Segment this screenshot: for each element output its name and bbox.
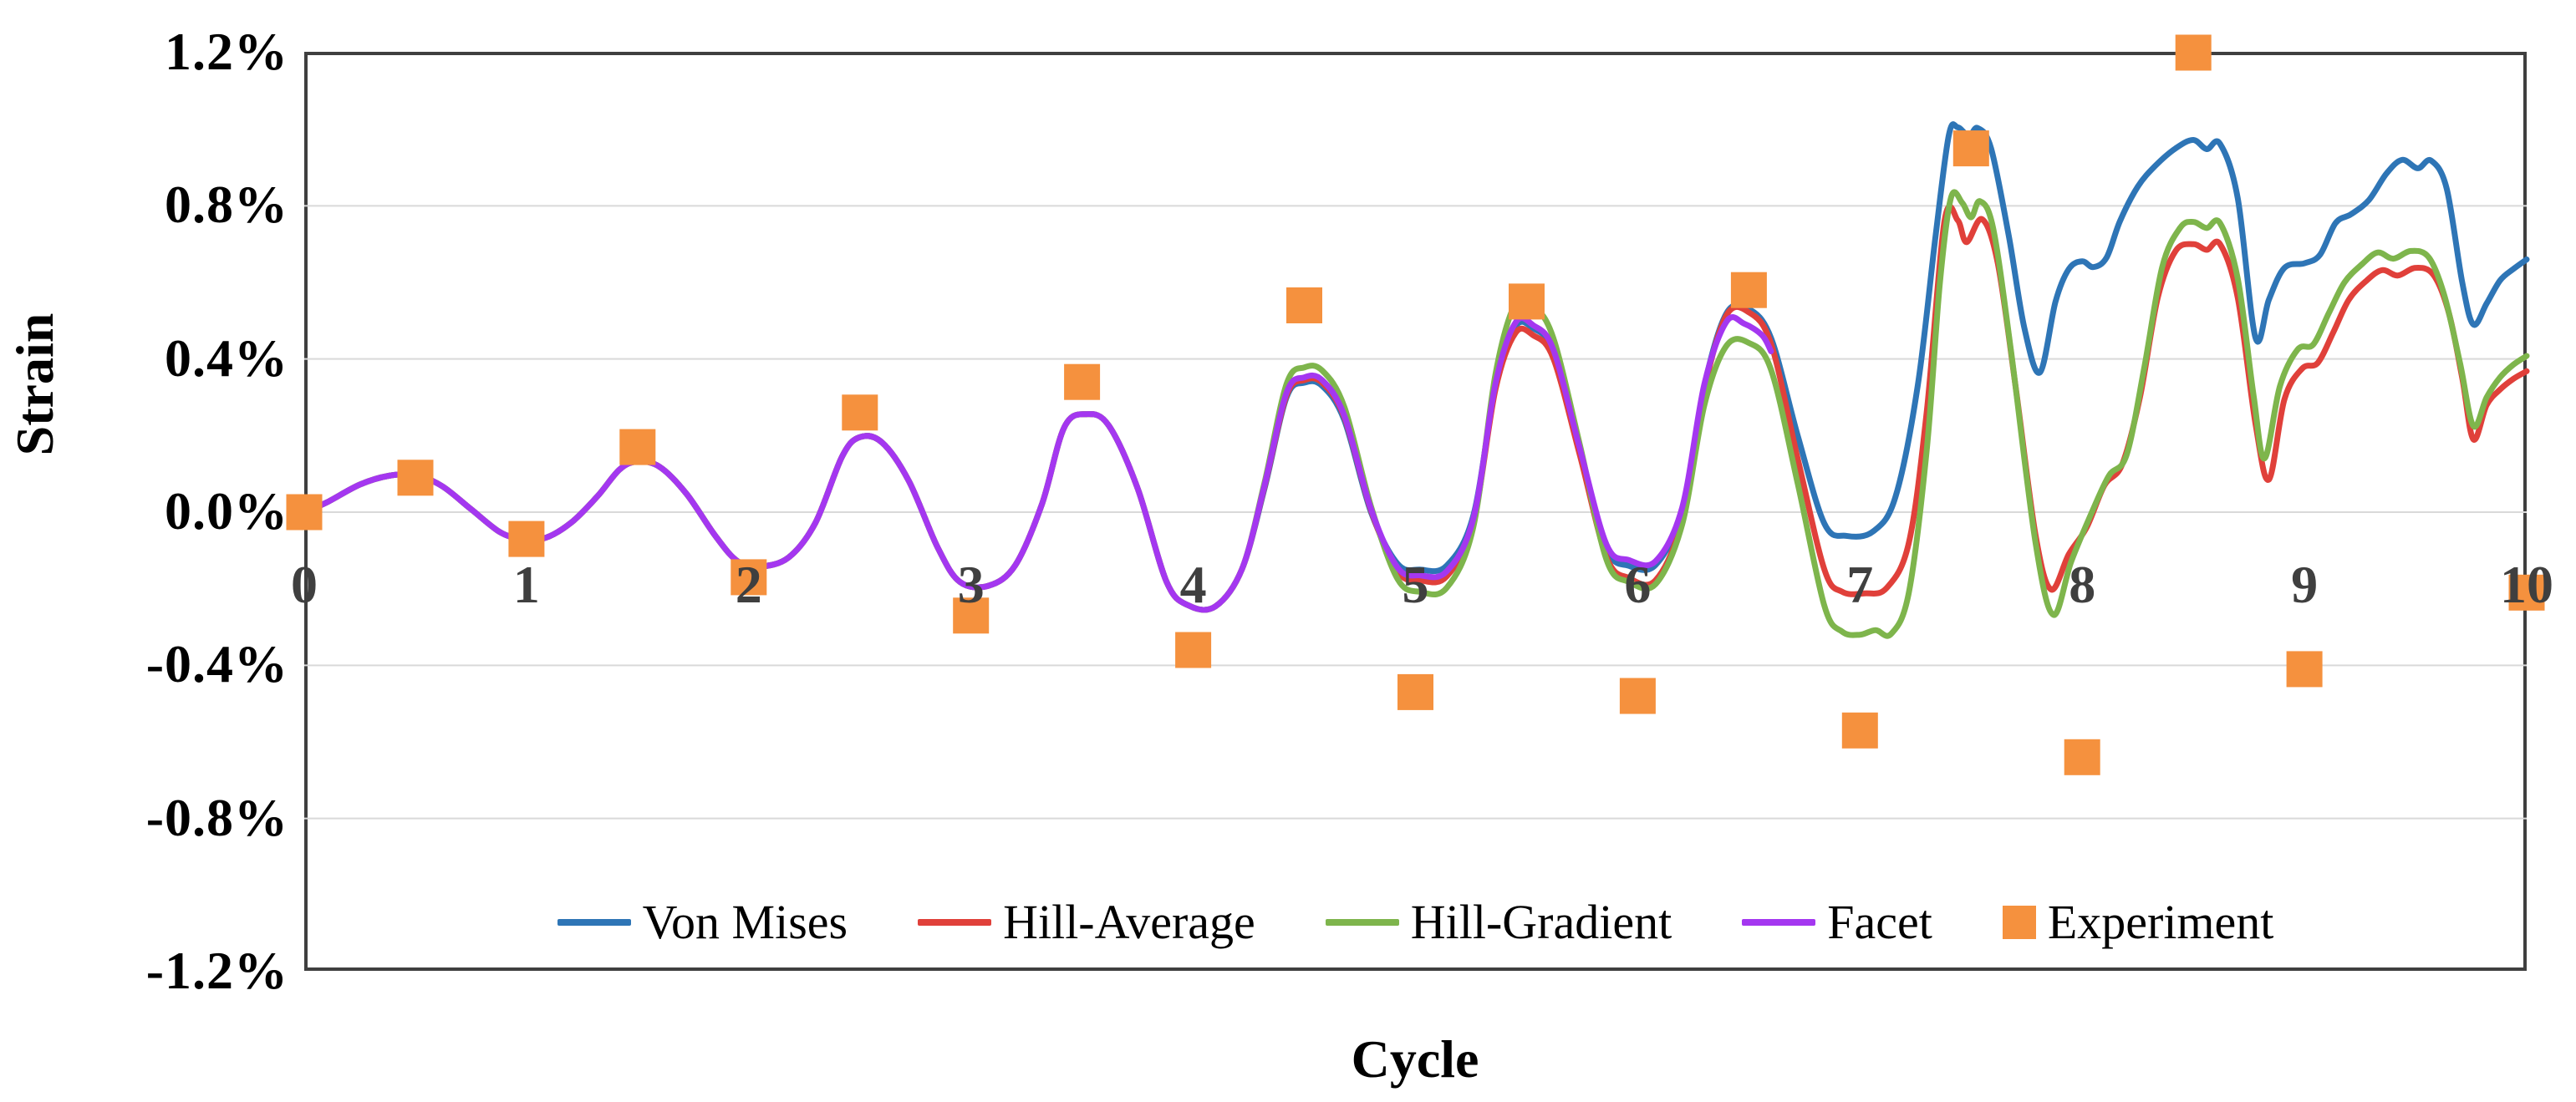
y-tick-label: -0.8% (145, 787, 288, 847)
series-line-facet (301, 314, 1774, 613)
experiment-marker (619, 429, 656, 465)
x-tick-label: 8 (2069, 555, 2096, 614)
legend-label: Hill-Average (1003, 895, 1255, 949)
legend-line-swatch (1742, 919, 1816, 926)
experiment-marker (1175, 632, 1212, 668)
experiment-marker (1952, 130, 1989, 167)
experiment-marker (1286, 287, 1322, 323)
legend-label: Von Mises (642, 895, 848, 949)
y-tick-label: 0.0% (165, 481, 288, 541)
experiment-marker (2064, 739, 2100, 775)
x-axis-title: Cycle (1351, 1029, 1479, 1089)
legend-item-experiment: Experiment (2002, 895, 2274, 950)
chart-legend: Von Mises Hill-Average Hill-Gradient Facet E… (304, 892, 2527, 952)
series-line-hill-average (301, 203, 2530, 613)
x-tick-label: 3 (957, 555, 985, 614)
experiment-marker (1730, 272, 1767, 308)
legend-line-swatch (918, 919, 992, 926)
x-tick-label: 6 (1624, 555, 1652, 614)
experiment-marker (286, 494, 323, 531)
experiment-marker (731, 559, 767, 596)
legend-item-von-mises: Von Mises (557, 895, 848, 950)
y-tick-label: -1.2% (145, 941, 288, 1000)
legend-item-hill-average: Hill-Average (918, 895, 1255, 950)
legend-line-swatch (1325, 919, 1399, 926)
x-tick-label: 2 (735, 555, 762, 614)
experiment-marker (2175, 34, 2212, 71)
experiment-marker (1509, 283, 1545, 320)
x-tick-label: 10 (2500, 555, 2553, 614)
x-tick-label: 4 (1179, 555, 1207, 614)
x-tick-label: 7 (1846, 555, 1874, 614)
experiment-marker (1397, 673, 1433, 710)
series-line-von-mises (301, 121, 2530, 613)
legend-label: Facet (1827, 895, 1932, 949)
x-tick-label: 0 (291, 555, 318, 614)
legend-square-swatch (2002, 906, 2036, 939)
experiment-marker (508, 521, 545, 557)
y-tick-label: 0.8% (165, 175, 288, 235)
experiment-marker (2286, 651, 2323, 688)
legend-line-swatch (557, 919, 631, 926)
x-tick-label: 5 (1402, 555, 1429, 614)
experiment-marker (1064, 363, 1101, 400)
legend-item-facet: Facet (1742, 895, 1932, 950)
chart-canvas (286, 34, 2545, 820)
experiment-marker (397, 460, 434, 496)
legend-item-hill-gradient: Hill-Gradient (1325, 895, 1672, 950)
y-tick-label: 0.4% (165, 328, 288, 388)
legend-label: Experiment (2047, 895, 2274, 949)
plot-area (286, 34, 2545, 971)
x-tick-label: 9 (2291, 555, 2319, 614)
experiment-marker (842, 394, 878, 431)
y-tick-label: -0.4% (145, 634, 288, 694)
experiment-marker (1619, 678, 1656, 714)
x-tick-label: 1 (512, 555, 540, 614)
experiment-marker (2508, 574, 2545, 611)
y-tick-label: 1.2% (165, 22, 288, 81)
legend-label: Hill-Gradient (1410, 895, 1672, 949)
experiment-marker (1841, 712, 1878, 749)
experiment-marker (953, 597, 990, 634)
